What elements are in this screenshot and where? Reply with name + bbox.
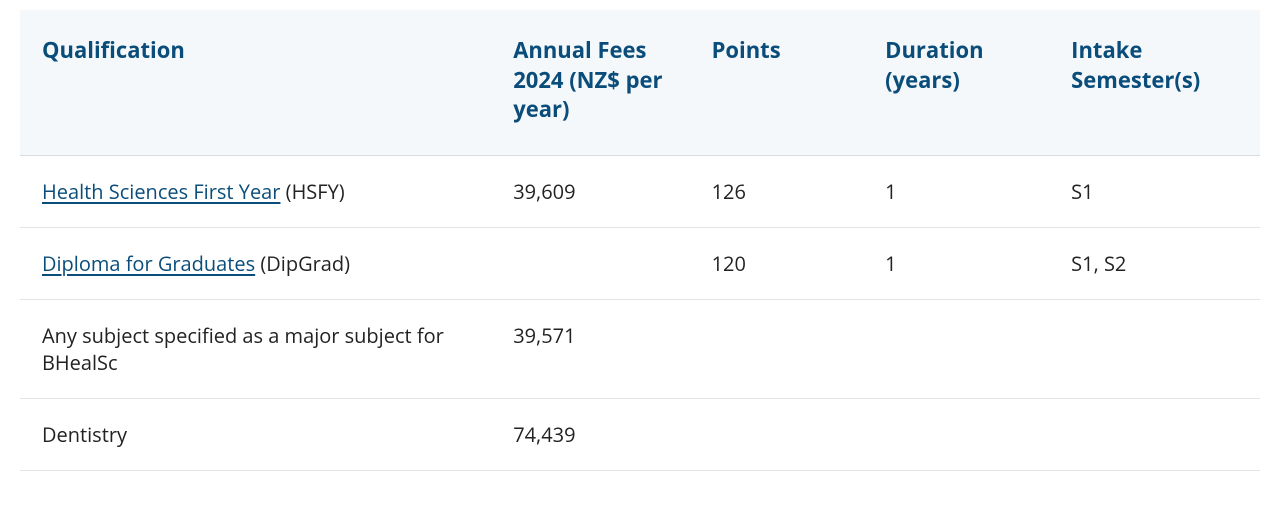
cell-fees [491,228,689,300]
col-header-fees: Annual Fees 2024 (NZ$ per year) [491,10,689,156]
table-row: Dentistry 74,439 [20,399,1260,471]
cell-qualification: Diploma for Graduates (DipGrad) [20,228,491,300]
col-header-points: Points [690,10,864,156]
cell-intake: S1, S2 [1049,228,1260,300]
cell-fees: 39,609 [491,156,689,228]
col-header-qualification: Qualification [20,10,491,156]
cell-intake [1049,300,1260,399]
table-row: Diploma for Graduates (DipGrad) 120 1 S1… [20,228,1260,300]
table-header: Qualification Annual Fees 2024 (NZ$ per … [20,10,1260,156]
cell-points [690,300,864,399]
cell-duration [863,300,1049,399]
qualification-link[interactable]: Diploma for Graduates [42,250,255,277]
cell-qualification: Any subject specified as a major subject… [20,300,491,399]
cell-duration: 1 [863,228,1049,300]
table-body: Health Sciences First Year (HSFY) 39,609… [20,156,1260,471]
col-header-duration: Duration (years) [863,10,1049,156]
cell-points: 126 [690,156,864,228]
cell-duration [863,399,1049,471]
qualification-suffix: (HSFY) [280,178,344,205]
cell-fees: 39,571 [491,300,689,399]
qualifications-table: Qualification Annual Fees 2024 (NZ$ per … [20,10,1260,471]
cell-fees: 74,439 [491,399,689,471]
qualification-text: Any subject specified as a major subject… [42,322,444,376]
qualification-text: Dentistry [42,421,127,448]
cell-points: 120 [690,228,864,300]
table-row: Any subject specified as a major subject… [20,300,1260,399]
cell-qualification: Dentistry [20,399,491,471]
cell-points [690,399,864,471]
cell-qualification: Health Sciences First Year (HSFY) [20,156,491,228]
cell-intake [1049,399,1260,471]
cell-intake: S1 [1049,156,1260,228]
table-row: Health Sciences First Year (HSFY) 39,609… [20,156,1260,228]
qualification-suffix: (DipGrad) [255,250,350,277]
qualification-link[interactable]: Health Sciences First Year [42,178,280,205]
cell-duration: 1 [863,156,1049,228]
col-header-intake: Intake Semester(s) [1049,10,1260,156]
